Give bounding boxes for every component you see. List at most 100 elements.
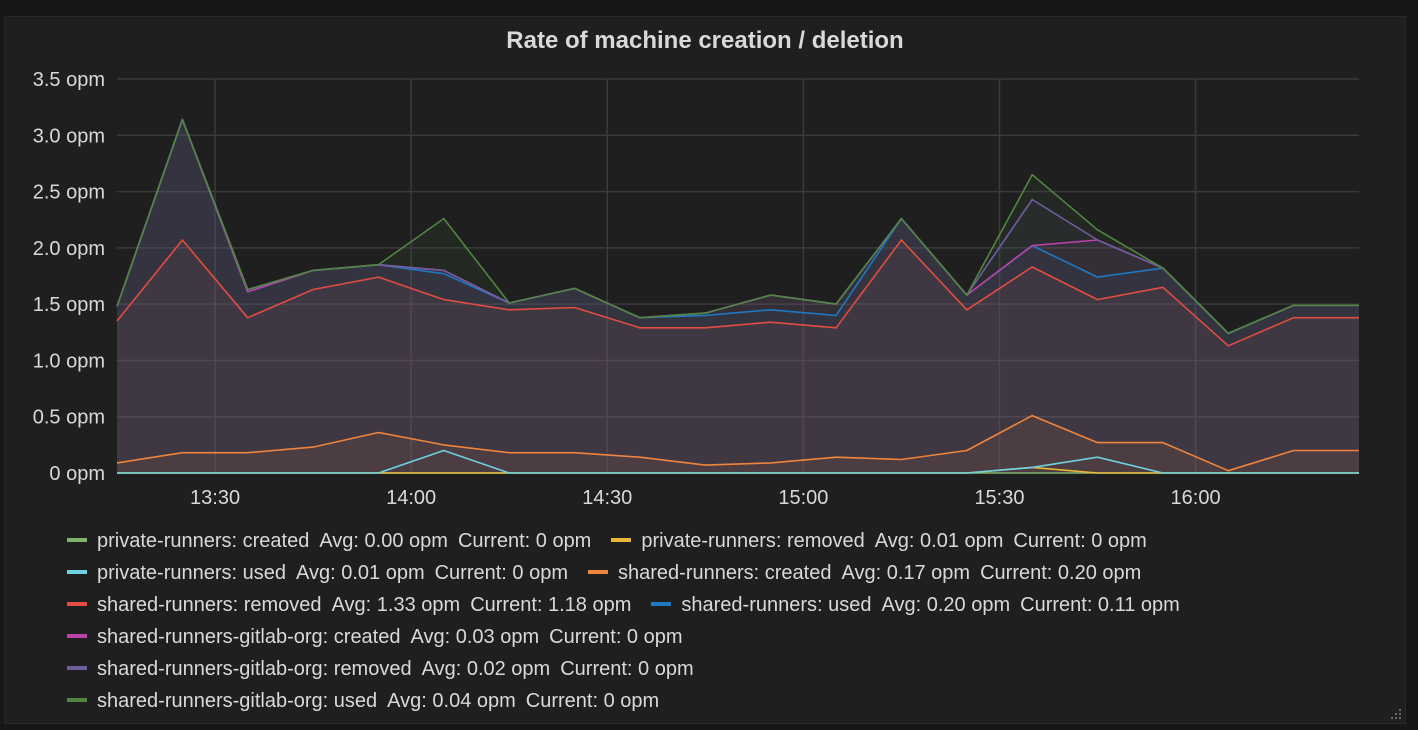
series-area-6 xyxy=(117,119,1359,473)
chart-grid xyxy=(117,78,1359,474)
legend-avg-value: 0.17 opm xyxy=(881,562,971,584)
legend-item[interactable]: shared-runners-gitlab-org: removed Avg: 0… xyxy=(67,653,694,685)
legend-current-value: 0.20 opm xyxy=(1052,562,1142,584)
panel-resize-handle[interactable] xyxy=(1387,705,1401,719)
x-tick-label: 15:30 xyxy=(974,487,1024,509)
legend-current-value: 0 opm xyxy=(632,658,694,680)
legend-item[interactable]: private-runners: removed Avg: 0.01 opm Cur… xyxy=(611,525,1147,557)
legend-swatch-icon xyxy=(67,665,87,670)
legend-avg-label: Avg: xyxy=(421,658,462,680)
legend-current-label: Current: xyxy=(560,658,633,680)
legend-current-label: Current: xyxy=(434,562,507,584)
x-tick-label: 14:00 xyxy=(386,487,436,509)
legend-item[interactable]: private-runners: created Avg: 0.00 opm Cur… xyxy=(67,525,591,557)
legend-series-name: private-runners: removed xyxy=(641,530,865,552)
legend-avg-value: 1.33 opm xyxy=(371,594,461,616)
y-tick-label: 1.0 opm xyxy=(33,350,105,372)
chart-plot-area[interactable]: 0 opm 0.5 opm 1.0 opm 1.5 opm 2.0 opm 2.5 opm… xyxy=(5,17,1405,517)
y-tick-label: 0.5 opm xyxy=(33,407,105,429)
legend-swatch-icon xyxy=(67,601,87,606)
legend-item[interactable]: shared-runners-gitlab-org: created Avg: 0… xyxy=(67,621,683,653)
legend-swatch-icon xyxy=(588,569,609,574)
legend-avg-label: Avg: xyxy=(410,626,451,648)
legend-avg-label: Avg: xyxy=(295,562,336,584)
legend-current-value: 0 opm xyxy=(621,626,683,648)
legend-avg-value: 0.03 opm xyxy=(450,626,540,648)
legend-avg-label: Avg: xyxy=(387,690,427,712)
x-tick-label: 15:00 xyxy=(778,487,828,509)
legend-series-name: shared-runners: created xyxy=(618,562,832,584)
legend-series-name: private-runners: used xyxy=(97,562,286,584)
legend-swatch-icon xyxy=(67,537,87,542)
series-line-3[interactable] xyxy=(116,414,1359,472)
legend-series-name: private-runners: created xyxy=(97,530,310,552)
legend-current-label: Current: xyxy=(549,626,622,648)
legend-series-name: shared-runners: removed xyxy=(97,594,322,616)
legend-swatch-icon xyxy=(67,569,87,574)
legend-current-value: 0.11 opm xyxy=(1092,594,1180,616)
legend-avg-value: 0.02 opm xyxy=(461,658,551,680)
x-tick-label: 16:00 xyxy=(1171,487,1221,509)
y-tick-label: 2.0 opm xyxy=(33,238,105,260)
legend-current-label: Current: xyxy=(457,530,531,552)
legend-row: shared-runners-gitlab-org: removed Avg: 0… xyxy=(67,653,1395,685)
series-line-4[interactable] xyxy=(116,239,1359,347)
legend-swatch-icon xyxy=(611,537,632,542)
legend-current-label: Current: xyxy=(1020,594,1093,616)
chart-axes: 0 opm 0.5 opm 1.0 opm 1.5 opm 2.0 opm 2.5 opm… xyxy=(33,69,1221,509)
legend-avg-label: Avg: xyxy=(319,530,359,552)
legend-avg-label: Avg: xyxy=(874,530,915,552)
x-tick-label: 13:30 xyxy=(190,487,240,509)
legend-current-label: Current: xyxy=(470,594,543,616)
legend-current-label: Current: xyxy=(1013,530,1086,552)
legend-current-value: 0 opm xyxy=(598,690,660,712)
series-line-8[interactable] xyxy=(116,118,1359,335)
legend-avg-value: 0.00 opm xyxy=(359,530,448,552)
legend-swatch-icon xyxy=(67,697,87,702)
y-tick-label: 2.5 opm xyxy=(33,182,105,204)
legend-current-value: 0 opm xyxy=(530,530,592,552)
legend-row: shared-runners-gitlab-org: created Avg: 0… xyxy=(67,621,1395,653)
legend-row: shared-runners-gitlab-org: used Avg: 0.04… xyxy=(67,685,1395,717)
legend-row: shared-runners: removed Avg: 1.33 opm Curr… xyxy=(67,589,1395,621)
legend-series-name: shared-runners-gitlab-org: created xyxy=(97,626,401,648)
series-area-7 xyxy=(117,119,1359,473)
x-tick-label: 14:30 xyxy=(582,487,632,509)
y-tick-label: 1.5 opm xyxy=(33,294,105,316)
legend-avg-label: Avg: xyxy=(331,594,372,616)
legend-avg-label: Avg: xyxy=(841,562,882,584)
legend-avg-label: Avg: xyxy=(881,594,922,616)
y-tick-label: 3.0 opm xyxy=(33,125,105,147)
legend-series-name: shared-runners-gitlab-org: used xyxy=(97,690,378,712)
legend-item[interactable]: shared-runners: created Avg: 0.17 opm Curr… xyxy=(588,557,1141,589)
series-area-3 xyxy=(117,415,1359,473)
legend-current-value: 0 opm xyxy=(506,562,569,584)
series-area-8 xyxy=(117,119,1359,473)
legend-current-value: 1.18 opm xyxy=(542,594,632,616)
chart-legend: private-runners: created Avg: 0.00 opm Cur… xyxy=(67,525,1395,717)
legend-avg-value: 0.20 opm xyxy=(921,594,1011,616)
legend-item[interactable]: shared-runners-gitlab-org: used Avg: 0.04… xyxy=(67,685,659,717)
series-area-5 xyxy=(117,119,1359,473)
legend-swatch-icon xyxy=(67,633,87,638)
legend-series-name: shared-runners-gitlab-org: removed xyxy=(97,658,412,680)
chart-series-lines xyxy=(116,118,1359,474)
legend-current-label: Current: xyxy=(980,562,1053,584)
panel-title[interactable]: Rate of machine creation / deletion xyxy=(506,27,904,54)
legend-item[interactable]: shared-runners: removed Avg: 1.33 opm Curr… xyxy=(67,589,631,621)
legend-swatch-icon xyxy=(651,601,672,606)
legend-row: private-runners: used Avg: 0.01 opm Curren… xyxy=(67,557,1395,589)
legend-current-value: 0 opm xyxy=(1085,530,1147,552)
legend-avg-value: 0.04 opm xyxy=(426,690,516,712)
series-line-2[interactable] xyxy=(117,449,1359,474)
legend-item[interactable]: shared-runners: used Avg: 0.20 opm Current… xyxy=(651,589,1180,621)
y-tick-label: 0 opm xyxy=(49,463,105,485)
series-area-4 xyxy=(117,240,1359,473)
legend-item[interactable]: private-runners: used Avg: 0.01 opm Curren… xyxy=(67,557,568,589)
legend-avg-value: 0.01 opm xyxy=(335,562,425,584)
legend-current-label: Current: xyxy=(525,690,599,712)
y-tick-label: 3.5 opm xyxy=(33,69,105,91)
legend-avg-value: 0.01 opm xyxy=(914,530,1004,552)
graph-panel: Rate of machine creation / deletion 0 op… xyxy=(4,16,1406,724)
legend-series-name: shared-runners: used xyxy=(681,594,872,616)
